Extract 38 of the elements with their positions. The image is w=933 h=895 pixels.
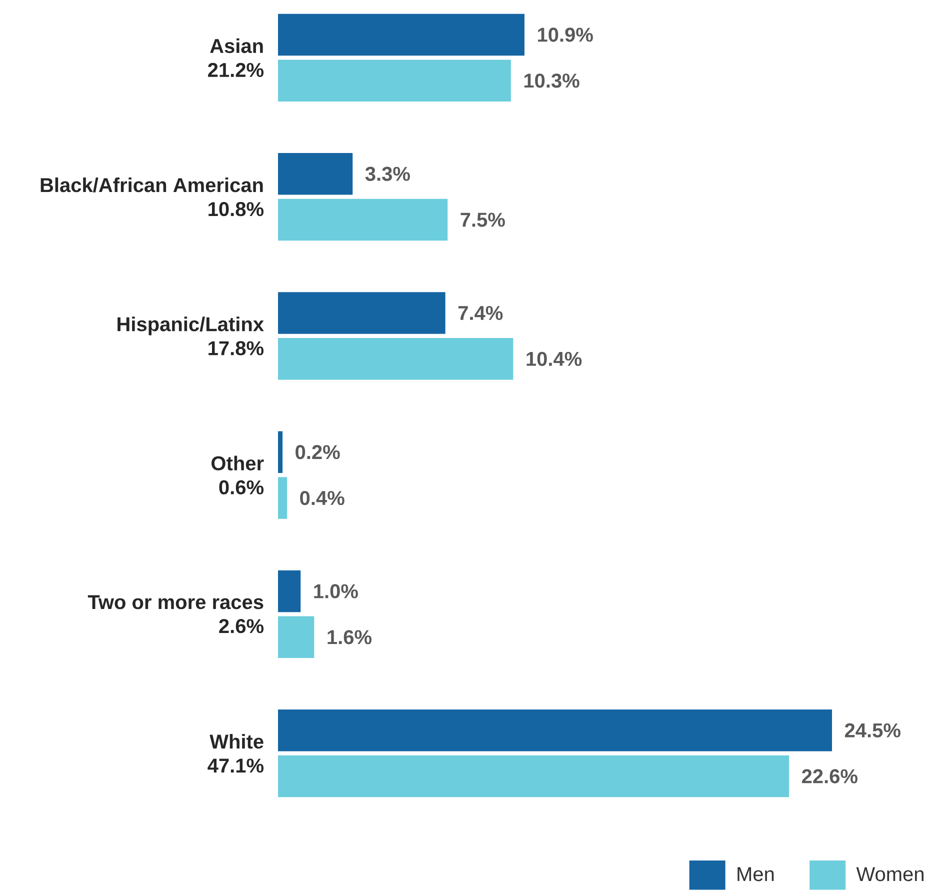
data-label: 7.5% [460, 212, 505, 227]
bar [278, 338, 514, 380]
legend-label: Men [738, 867, 774, 882]
bar [278, 570, 301, 612]
data-label: 3.3% [365, 166, 410, 181]
total-label: 10.8% [208, 202, 264, 216]
y-tick-label: Hispanic/Latinx [118, 316, 264, 336]
bar [278, 755, 790, 798]
bar [278, 198, 448, 241]
bar [278, 292, 446, 334]
bar [278, 477, 288, 519]
data-label: 24.5% [844, 723, 900, 738]
total-label: 47.1% [208, 758, 264, 773]
data-label: 10.3% [524, 74, 580, 88]
legend-label: Women [856, 867, 924, 882]
bar [278, 14, 524, 56]
data-label: 7.4% [458, 306, 503, 320]
y-tick-label: Asian [210, 38, 263, 54]
total-label: 17.8% [208, 341, 264, 356]
bar [278, 153, 353, 195]
y-tick-label: Black/African American [40, 177, 263, 192]
data-label: 1.0% [314, 584, 358, 598]
bar [278, 709, 832, 752]
data-label: 10.9% [538, 28, 593, 42]
total-label: 2.6% [219, 619, 264, 634]
data-label: 10.4% [526, 352, 582, 366]
y-tick-label: Other [212, 456, 264, 470]
bar [278, 431, 283, 473]
y-tick-label: White [210, 734, 264, 749]
y-tick-label: Two or more races [88, 595, 264, 610]
data-label: 22.6% [802, 769, 858, 784]
total-label: 21.2% [208, 62, 264, 78]
bar [278, 616, 314, 658]
data-label: 0.2% [296, 445, 340, 460]
data-label: 1.6% [328, 630, 372, 644]
data-label: 0.4% [300, 490, 344, 506]
bar [278, 60, 511, 102]
total-label: 0.6% [219, 480, 264, 494]
